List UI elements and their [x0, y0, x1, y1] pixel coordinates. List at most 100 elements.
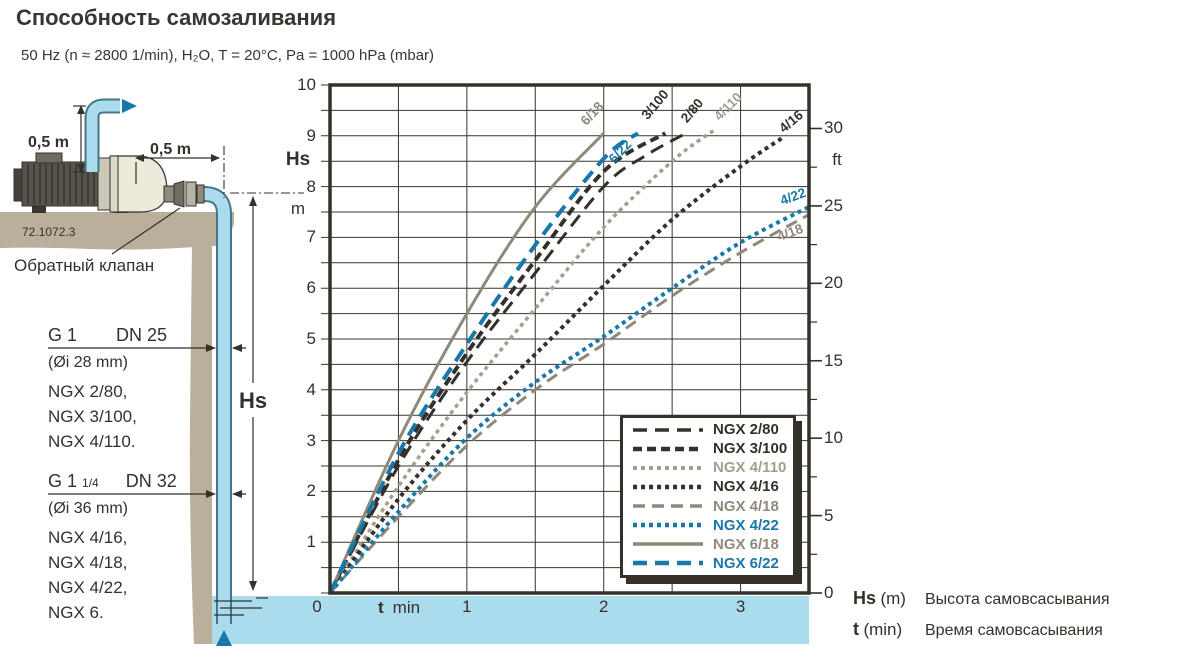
legend-line-sample: [633, 522, 703, 528]
dim-horizontal-label: 0,5 m: [150, 141, 191, 158]
check-valve-label: Обратный клапан: [14, 256, 155, 275]
pump-suction-port: [163, 185, 175, 203]
check-valve-leader: [111, 207, 181, 255]
dim-vertical-label: 0,5 m: [28, 134, 69, 151]
ft-tick-label: 0: [824, 583, 834, 602]
figure-number: 72.1072.3: [22, 225, 76, 239]
flow-in-arrow-icon: [216, 630, 232, 646]
y-axis-name: Hs: [285, 149, 311, 170]
model-name: NGX 4/110.: [48, 432, 136, 451]
legend-line-sample: [633, 504, 703, 508]
ground-wall: [189, 246, 212, 644]
legend-label: NGX 2/80: [713, 421, 779, 439]
pipe-spec-1-diameter: (Øi 28 mm): [48, 354, 128, 371]
legend-item-ngx-4-18: NGX 4/18: [631, 497, 793, 516]
y-tick-label: 4: [306, 379, 316, 399]
dim-arrow-down-icon: [77, 164, 85, 173]
pipe-spec-1-header: G 1 DN 25: [48, 325, 167, 346]
hs-dimension-label: Hs: [236, 388, 270, 414]
footer-t-unit: (min): [863, 620, 903, 639]
dim-arrow-right-icon: [211, 154, 220, 162]
y-tick-label: 6: [306, 278, 316, 298]
water-surface-marks: [214, 597, 268, 616]
legend-label: NGX 4/110: [713, 459, 787, 477]
chart-grid: [321, 84, 809, 594]
model-name: NGX 4/18,: [48, 553, 128, 572]
ft-tick-label: 10: [824, 428, 843, 448]
check-valve-body: [196, 184, 205, 204]
spec-callout-arrows: [206, 344, 242, 498]
legend-item-ngx-6-18: NGX 6/18: [631, 535, 793, 554]
plot-frame: [328, 83, 811, 595]
pump-body: [111, 155, 168, 213]
dim-vertical-lines: [73, 105, 86, 173]
thread-fraction: 1/4: [82, 476, 99, 490]
hs-arrow-down-icon: [249, 581, 257, 591]
legend-label: NGX 3/100: [713, 440, 788, 458]
model-name: NGX 4/22,: [48, 578, 128, 597]
legend-line-sample: [633, 465, 703, 470]
dn-size: DN 32: [125, 471, 177, 491]
legend-item-ngx-4-16: NGX 4/16: [631, 477, 793, 496]
right-axis-ticks: [809, 127, 822, 594]
x-tick-label: 3: [735, 597, 746, 616]
legend-line-sample: [633, 561, 703, 566]
discharge-pipe: [86, 100, 120, 172]
thread-size: G 1: [48, 471, 78, 491]
thread-size: G 1: [48, 325, 78, 345]
pipe-spec-1-models: NGX 2/80, NGX 3/100, NGX 4/110.: [48, 379, 137, 454]
model-name: NGX 3/100,: [48, 407, 137, 426]
chart-curves: [328, 129, 810, 595]
ft-tick-label: 20: [824, 273, 843, 293]
water-band: [212, 596, 809, 644]
footer-hs-unit: (m): [880, 589, 906, 608]
y-axis-unit: m: [290, 199, 306, 218]
y-tick-label: 10: [297, 75, 316, 94]
check-valve-nut: [185, 181, 197, 207]
pipe-spec-2-header: G 1 1/4 DN 32: [48, 471, 177, 492]
legend-label: NGX 4/22: [713, 516, 779, 534]
footer-t-symbol: t: [853, 619, 859, 639]
x-axis-unit-label: min: [392, 598, 421, 617]
motor-end-cap: [13, 168, 23, 202]
ft-tick-label: 25: [824, 195, 843, 215]
check-valve-cone: [173, 180, 185, 208]
ft-tick-label: 30: [824, 118, 843, 138]
x-tick-label: 2: [598, 597, 609, 616]
curve-ngx-4-110: [328, 129, 715, 594]
legend-item-ngx-2-80: NGX 2/80: [631, 420, 793, 439]
dn-size: DN 25: [116, 325, 168, 345]
y-tick-label: 8: [306, 176, 316, 196]
curve-ngx-4-18: [328, 213, 810, 595]
pump-foot: [32, 205, 46, 213]
ft-tick-label: 5: [824, 505, 834, 525]
model-name: NGX 2/80,: [48, 382, 128, 401]
x-tick-label: 1: [462, 597, 472, 616]
dim-arrow-left-icon: [135, 154, 144, 162]
y-tick-label: 9: [306, 125, 316, 145]
right-axis-unit: ft: [832, 150, 842, 169]
dim-horizontal-lines: [135, 157, 219, 184]
legend-line-sample: [633, 427, 703, 432]
footer-hs-term: Hs (m): [853, 588, 906, 609]
model-name: NGX 4/16,: [48, 528, 128, 547]
chart-legend: NGX 2/80 NGX 3/100 NGX 4/110 NGX 4/16 NGX 4/…: [620, 415, 796, 578]
ft-tick-label: 15: [824, 350, 843, 370]
dim-arrow-up-icon: [77, 105, 85, 114]
curve-ngx-3-100: [328, 131, 667, 594]
footer-hs-symbol: Hs: [853, 588, 877, 608]
legend-item-ngx-4-110: NGX 4/110: [631, 458, 793, 477]
legend-line-sample: [633, 542, 703, 547]
y-tick-label: 1: [306, 532, 316, 552]
curve-ngx-2-80: [328, 131, 687, 594]
y-tick-label: 7: [306, 227, 316, 247]
legend-item-ngx-6-22: NGX 6/22: [631, 554, 793, 573]
centerlines: [223, 146, 304, 198]
curve-ngx-4-22: [328, 205, 810, 595]
legend-item-ngx-4-22: NGX 4/22: [631, 516, 793, 535]
chart-conditions: 50 Hz (n ≈ 2800 1/min), H₂O, T = 20°C, P…: [21, 47, 435, 64]
suction-pipe: [203, 188, 230, 624]
flow-out-arrow-icon: [122, 99, 137, 113]
